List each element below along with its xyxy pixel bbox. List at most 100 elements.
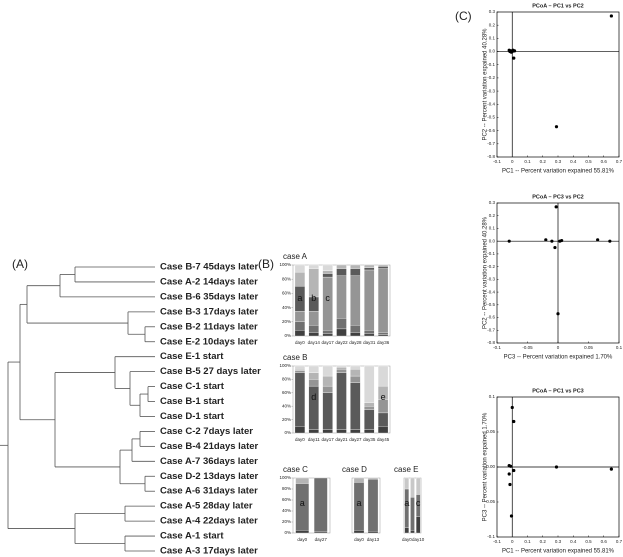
x-tick-label: 0.1 — [616, 345, 623, 350]
y-tick-label: -0.5 — [487, 115, 495, 120]
x-tick-label: day35 — [363, 437, 376, 442]
bar-segment — [367, 477, 379, 480]
bar-segment — [313, 477, 328, 533]
point — [507, 239, 511, 243]
chart-title: PCoA – PC3 vs PC2 — [532, 194, 583, 200]
bar-segment — [336, 369, 347, 373]
leaf-label: Case D-2 13days later — [160, 471, 259, 482]
bar-segment — [350, 275, 361, 326]
leaf-label: Case B-6 35days later — [160, 291, 259, 302]
y-tick-label: 100% — [279, 262, 291, 267]
bar-segment — [350, 429, 361, 434]
bar-segment — [322, 365, 333, 377]
bar-segment — [364, 365, 375, 403]
bar-segment — [295, 530, 310, 534]
x-tick-label: 0.3 — [555, 539, 562, 544]
leaf-label: Case B-1 start — [160, 396, 225, 407]
bar-segment — [336, 367, 347, 370]
y-tick-label: 0% — [284, 333, 291, 338]
annotation: b — [311, 293, 316, 303]
bar-segment — [404, 488, 410, 528]
leaf-label: Case A-6 31days later — [160, 486, 258, 497]
bar-segment — [308, 332, 319, 337]
y-axis-label: PC2 -- Percent variation expained 40.28% — [483, 216, 489, 329]
annotation: a — [404, 498, 409, 508]
bar-segment — [350, 369, 361, 377]
y-tick-label: 60% — [282, 291, 291, 296]
bar-segment — [322, 333, 333, 337]
x-tick-label: 0.1 — [524, 539, 531, 544]
x-tick-label: 0.7 — [616, 159, 623, 164]
bar-segment — [377, 268, 389, 333]
leaf-label: Case A-5 28day later — [160, 501, 253, 512]
bar-segment — [308, 379, 319, 387]
plot-frame — [292, 477, 331, 534]
leaf-label: Case B-5 27 days later — [160, 366, 261, 377]
point — [554, 125, 559, 129]
bar-segment — [322, 276, 333, 331]
bar-segment — [294, 372, 306, 427]
y-tick-label: -0.3 — [487, 277, 495, 282]
bar-segment — [364, 409, 375, 430]
y-tick-label: 40% — [282, 305, 291, 310]
point — [512, 419, 516, 424]
bar-segment — [322, 264, 333, 271]
x-tick-label: day11 — [308, 437, 320, 442]
bar-segment — [322, 330, 333, 335]
point — [512, 468, 516, 473]
x-tick-label: 0.3 — [555, 159, 562, 164]
x-tick-label: 0.05 — [584, 345, 593, 350]
leaf-label: Case B-3 17days later — [160, 306, 259, 317]
leaf-label: Case D-1 start — [160, 411, 225, 422]
bar-segment — [294, 321, 306, 331]
x-tick-label: 0.1 — [524, 159, 531, 164]
bar-segment — [322, 375, 333, 387]
annotation: c — [416, 498, 421, 508]
bar-segment — [308, 372, 319, 380]
x-tick-label: 0.2 — [540, 539, 547, 544]
y-tick-label: -0.1 — [487, 534, 495, 539]
x-tick-label: -0.1 — [493, 539, 501, 544]
point — [507, 472, 511, 476]
x-tick-label: 0 — [557, 345, 560, 350]
bar-segment — [415, 477, 421, 495]
bar-segment — [322, 392, 333, 430]
annotation: a — [300, 498, 305, 508]
y-tick-label: -0.2 — [487, 264, 495, 269]
bar-segment — [294, 365, 306, 370]
x-axis-label: PC1 -- Percent variation expained 55.81% — [502, 169, 615, 175]
bar-segment — [415, 516, 421, 534]
bar-segment — [308, 325, 319, 333]
bar-segment — [350, 268, 361, 276]
bar-segment — [322, 385, 333, 393]
annotation: c — [325, 293, 330, 303]
x-tick-label: day0 — [297, 537, 307, 542]
y-tick-label: 60% — [282, 390, 291, 395]
point — [512, 49, 517, 53]
leaf-label: Case C-1 start — [160, 381, 225, 392]
y-tick-label: 0.1 — [489, 394, 496, 399]
y-tick-label: 0.2 — [489, 22, 496, 27]
point — [554, 465, 559, 469]
x-tick-label: day0 — [354, 537, 364, 542]
y-tick-label: 0.05 — [486, 429, 495, 434]
bar-segment — [308, 429, 319, 434]
point — [512, 56, 516, 60]
panel-label: (A) — [12, 257, 28, 271]
bar-segment — [336, 268, 347, 276]
y-tick-label: -0.1 — [487, 62, 495, 67]
x-tick-label: 0.5 — [585, 159, 592, 164]
x-axis-label: PC3 -- Percent variation expained 1.70% — [504, 355, 613, 361]
bar-segment — [322, 273, 333, 278]
bar-segment — [350, 264, 361, 269]
y-tick-label: 0% — [284, 530, 291, 535]
chart-title: PCoA – PC1 vs PC3 — [532, 388, 583, 394]
bar-segment — [410, 477, 415, 498]
bar-segment — [364, 330, 375, 335]
point — [609, 467, 613, 471]
y-tick-label: 0.1 — [489, 226, 496, 231]
bar-segment — [364, 429, 375, 434]
bar-segment — [336, 318, 347, 330]
leaf-label: Case A-3 17days later — [160, 546, 258, 557]
point — [554, 205, 558, 209]
